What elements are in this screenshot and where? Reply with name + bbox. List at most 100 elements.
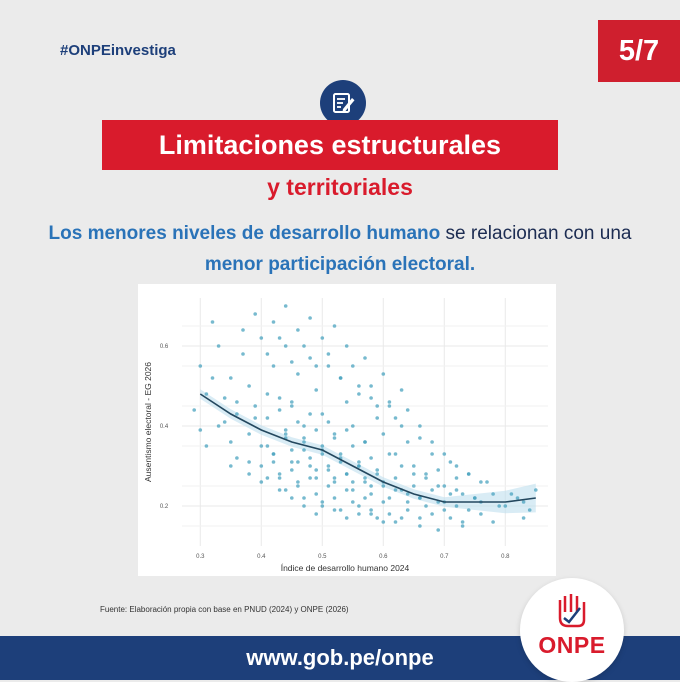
- scatter-point: [369, 484, 373, 488]
- scatter-point: [271, 320, 276, 324]
- scatter-point: [277, 488, 282, 492]
- scatter-point: [387, 404, 392, 408]
- scatter-point: [473, 496, 477, 500]
- scatter-point: [247, 472, 251, 476]
- scatter-point: [302, 496, 306, 500]
- scatter-point: [314, 364, 318, 368]
- scatter-point: [344, 428, 349, 432]
- scatter-point: [210, 376, 215, 380]
- y-axis-label: Ausentismo electoral - EG 2026: [143, 362, 153, 482]
- scatter-point: [344, 472, 349, 476]
- scatter-point: [308, 412, 312, 416]
- scatter-point: [271, 364, 276, 368]
- scatter-point: [399, 424, 404, 428]
- scatter-point: [436, 468, 441, 472]
- scatter-point: [332, 496, 337, 500]
- scatter-point: [412, 464, 416, 468]
- scatter-point: [418, 424, 422, 428]
- scatter-point: [265, 476, 270, 480]
- scatter-point: [393, 476, 398, 480]
- scatter-point: [320, 336, 325, 340]
- scatter-point: [314, 388, 318, 392]
- scatter-point: [308, 456, 312, 460]
- scatter-point: [369, 512, 373, 516]
- scatter-point: [229, 440, 233, 444]
- y-tick-label: 0.2: [160, 504, 169, 510]
- scatter-point: [527, 508, 532, 512]
- x-tick-label: 0.8: [501, 554, 510, 560]
- scatter-point: [454, 464, 459, 468]
- scatter-point: [534, 488, 538, 492]
- scatter-point: [381, 372, 386, 376]
- scatter-point: [351, 364, 355, 368]
- scatter-point: [344, 488, 349, 492]
- scatter-point: [222, 420, 227, 424]
- scatter-point: [290, 400, 294, 404]
- scatter-point: [332, 508, 337, 512]
- scatter-point: [259, 444, 264, 448]
- scatter-point: [290, 360, 294, 364]
- scatter-point: [283, 428, 288, 432]
- scatter-point: [326, 468, 331, 472]
- scatter-point: [436, 528, 441, 532]
- scatter-point: [381, 484, 386, 488]
- scatter-point: [259, 480, 264, 484]
- scatter-point: [485, 480, 489, 484]
- scatter-point: [399, 388, 404, 392]
- scatter-point: [320, 412, 325, 416]
- scatter-chart: 0.3 0.4 0.5 0.6 0.7 0.8 0.2 0.4 0.6 Índice de des…: [138, 284, 556, 576]
- title-banner: Limitaciones estructurales: [102, 120, 558, 170]
- scatter-point: [332, 476, 337, 480]
- scatter-point: [509, 492, 514, 496]
- scatter-point: [271, 452, 276, 456]
- scatter-point: [491, 520, 495, 524]
- scatter-point: [302, 448, 306, 452]
- scatter-point: [332, 480, 337, 484]
- scatter-point: [393, 520, 398, 524]
- y-tick-label: 0.6: [160, 344, 169, 350]
- scatter-point: [430, 488, 434, 492]
- chart-svg: 0.3 0.4 0.5 0.6 0.7 0.8 0.2 0.4 0.6 Índice de des…: [143, 298, 548, 573]
- scatter-point: [387, 496, 392, 500]
- scatter-point: [357, 512, 361, 516]
- lead-plain: se relacionan con una: [440, 223, 632, 244]
- scatter-point: [399, 464, 404, 468]
- scatter-point: [302, 440, 306, 444]
- scatter-point: [277, 476, 282, 480]
- scatter-point: [241, 328, 245, 332]
- scatter-point: [320, 500, 325, 504]
- x-tick-label: 0.4: [257, 554, 266, 560]
- scatter-point: [320, 452, 325, 456]
- scatter-point: [412, 472, 416, 476]
- scatter-point: [369, 492, 373, 496]
- scatter-point: [265, 444, 270, 448]
- confidence-band: [200, 389, 536, 514]
- ballot-hand-icon: [558, 594, 586, 628]
- scatter-point: [503, 504, 508, 508]
- scatter-point: [357, 460, 361, 464]
- scatter-point: [357, 392, 361, 396]
- scatter-point: [302, 504, 306, 508]
- scatter-point: [369, 456, 373, 460]
- scatter-point: [405, 408, 410, 412]
- scatter-point: [277, 396, 282, 400]
- scatter-point: [454, 476, 459, 480]
- scatter-point: [363, 480, 367, 484]
- trend-line: [199, 393, 536, 503]
- scatter-point: [351, 500, 355, 504]
- scatter-point: [283, 344, 288, 348]
- scatter-point: [393, 452, 398, 456]
- scatter-point: [296, 484, 300, 488]
- scatter-point: [344, 516, 349, 520]
- scatter-point: [436, 484, 441, 488]
- scatter-point: [283, 432, 288, 436]
- scatter-point: [204, 392, 209, 396]
- scatter-point: [338, 460, 343, 464]
- scatter-point: [326, 364, 331, 368]
- scatter-point: [442, 484, 447, 488]
- scatter-point: [320, 444, 325, 448]
- scatter-point: [375, 516, 379, 520]
- scatter-point: [418, 524, 422, 528]
- scatter-point: [204, 444, 209, 448]
- scatter-point: [466, 508, 471, 512]
